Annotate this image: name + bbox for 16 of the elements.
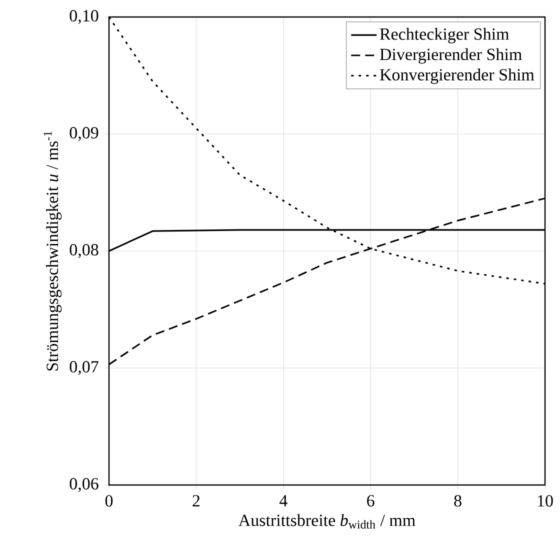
x-axis-title: Austrittsbreite b$_{width}$ / mm [238, 514, 416, 529]
x-tick-label: 0 [105, 495, 113, 507]
x-tick-label: 6 [367, 495, 374, 507]
legend-label: Konvergierender Shim [380, 68, 534, 84]
y-tick-label: 0,07 [70, 361, 98, 375]
y-tick-label: 0,08 [70, 244, 98, 258]
y-tick-label: 0,10 [70, 10, 98, 24]
legend-label: Rechteckiger Shim [380, 28, 510, 44]
x-tick-label: 8 [454, 495, 462, 507]
x-tick-label: 4 [279, 495, 288, 506]
x-tick-label: 10 [538, 495, 553, 507]
legend-label: Divergierender Shim [380, 48, 522, 64]
y-tick-label: 0,09 [70, 127, 98, 141]
x-tick-label: 2 [192, 495, 200, 506]
y-axis-title: Strömungsgeschwindigkeit u / ms$^{-1}$ [44, 132, 62, 371]
y-tick-label: 0,06 [70, 478, 98, 492]
